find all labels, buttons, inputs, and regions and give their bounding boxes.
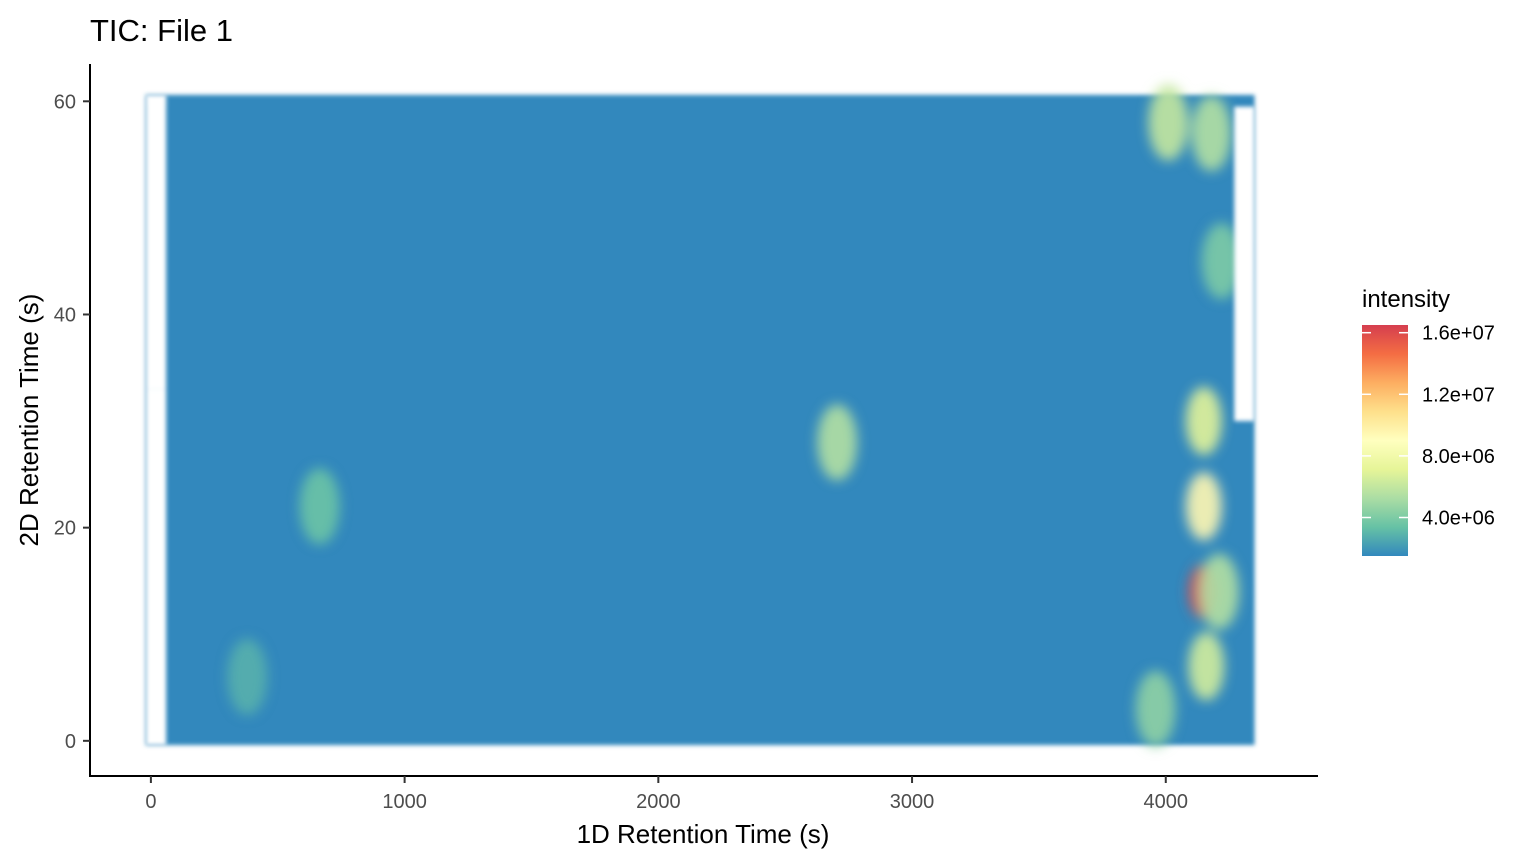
legend-tick-label: 1.2e+07 xyxy=(1422,384,1495,406)
x-tick-label: 1000 xyxy=(382,791,427,813)
chart-title: TIC: File 1 xyxy=(90,13,233,48)
legend-tick-label: 4.0e+06 xyxy=(1422,508,1495,530)
heatmap-feature xyxy=(1188,632,1225,701)
y-axis-ticks: 0 20 40 60 xyxy=(54,91,90,753)
heatmap-feature xyxy=(1199,553,1240,630)
y-axis-title: 2D Retention Time (s) xyxy=(14,294,44,547)
heatmap-features xyxy=(227,84,1242,747)
legend-title: intensity xyxy=(1362,286,1450,313)
x-tick-label: 2000 xyxy=(636,791,681,813)
heatmap-feature xyxy=(1185,386,1222,456)
heatmap-feature xyxy=(1185,472,1222,541)
y-tick-label: 20 xyxy=(54,518,76,540)
x-tick-label: 4000 xyxy=(1144,791,1189,813)
x-axis-ticks: 0 1000 2000 3000 4000 xyxy=(145,776,1188,813)
legend-ticks: 4.0e+06 8.0e+06 1.2e+07 1.6e+07 xyxy=(1362,323,1495,530)
heatmap-feature xyxy=(817,404,858,481)
x-axis-title: 1D Retention Time (s) xyxy=(577,819,830,849)
axes: 0 1000 2000 3000 4000 0 20 40 60 xyxy=(54,64,1318,813)
legend-tick-label: 1.6e+07 xyxy=(1422,323,1495,345)
heatmap-surface xyxy=(145,94,1255,746)
x-tick-label: 3000 xyxy=(890,791,935,813)
missing-region xyxy=(145,94,167,390)
heatmap-feature xyxy=(1148,84,1189,161)
plot-area xyxy=(145,84,1255,747)
heatmap-feature xyxy=(1135,670,1176,747)
heatmap-feature xyxy=(227,638,268,715)
legend-tick-label: 8.0e+06 xyxy=(1422,446,1495,468)
missing-region xyxy=(145,94,167,107)
heatmap-feature xyxy=(1191,95,1232,172)
missing-region xyxy=(145,389,167,746)
y-tick-label: 40 xyxy=(54,304,76,326)
heatmap-feature xyxy=(1201,223,1242,300)
y-tick-label: 60 xyxy=(54,91,76,113)
missing-region xyxy=(1234,106,1255,422)
heatmap-background xyxy=(145,94,1255,746)
y-tick-label: 0 xyxy=(65,731,76,753)
heatmap-feature xyxy=(299,468,340,545)
legend: intensity 4.0e+06 8.0e+06 1.2e+07 1.6e+07 xyxy=(1362,286,1495,556)
legend-colorbar xyxy=(1362,325,1408,556)
x-tick-label: 0 xyxy=(145,791,156,813)
heatmap-missing-regions xyxy=(145,94,1255,746)
